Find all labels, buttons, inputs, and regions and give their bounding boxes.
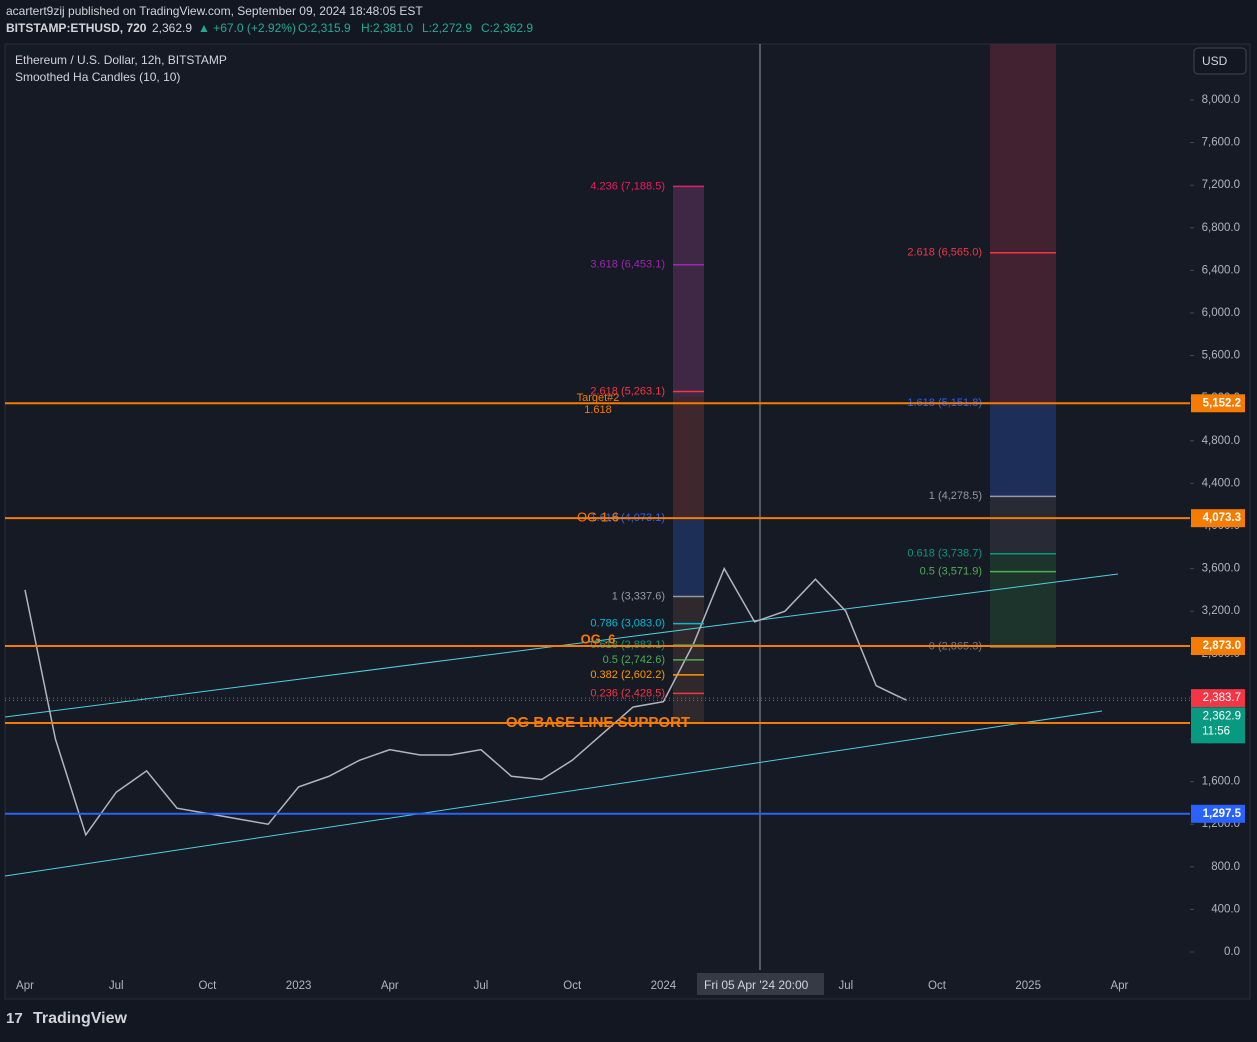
ohlc: O:2,315.9	[298, 21, 351, 35]
fib-label: 2.618 (5,263.1)	[590, 385, 665, 397]
level-label-bg	[1191, 394, 1245, 413]
chart-title: Ethereum / U.S. Dollar, 12h, BITSTAMP	[15, 53, 227, 67]
price-line	[24, 566, 907, 837]
annotation: OG BASE LINE SUPPORT	[506, 714, 690, 731]
fib-zone	[990, 497, 1056, 555]
y-tick-label: 1,600.0	[1202, 776, 1240, 788]
fib-zone	[673, 397, 704, 517]
ohlc: H:2,381.0	[361, 21, 413, 35]
fib-label: 1 (4,278.5)	[929, 490, 982, 502]
logo: TradingView	[33, 1010, 128, 1027]
x-tick-label: Jul	[109, 980, 124, 992]
x-tick-label: Oct	[928, 980, 947, 992]
currency[interactable]: USD	[1202, 54, 1228, 68]
price-label: 2,362.9	[1203, 710, 1241, 722]
change: ▲ +67.0 (+2.92%)	[198, 21, 296, 35]
fib-label: 2.618 (6,565.0)	[907, 247, 982, 259]
level-label: 2,873.0	[1203, 640, 1241, 652]
crosshair-label: Fri 05 Apr '24 20:00	[704, 978, 809, 992]
x-tick-label: Jul	[838, 980, 853, 992]
y-tick-label: 7,200.0	[1202, 179, 1240, 191]
fib-label: 3.618 (6,453.1)	[590, 259, 665, 271]
fib-label: 0.5 (3,571.9)	[920, 565, 982, 577]
fib-label: 4.236 (7,188.5)	[590, 180, 665, 192]
y-tick-label: 5,600.0	[1202, 350, 1240, 362]
y-tick-label: 400.0	[1211, 903, 1240, 915]
level-label-bg	[1191, 509, 1245, 528]
fib-label: 0.5 (2,742.6)	[603, 654, 665, 666]
x-tick-label: Apr	[381, 980, 399, 992]
y-tick-label: 800.0	[1211, 861, 1240, 873]
fib-zone	[673, 187, 704, 397]
logo-icon: 17	[6, 1010, 23, 1027]
last: 2,362.9	[152, 21, 192, 35]
level-label: 1,297.5	[1203, 808, 1242, 820]
fib-label: 0.786 (3,083.0)	[590, 618, 665, 630]
fib-label: 0.618 (2,883.1)	[590, 639, 665, 651]
ohlc: L:2,272.9	[422, 21, 472, 35]
x-tick-label: 2023	[286, 980, 312, 992]
crosshair-label-bg	[697, 973, 824, 995]
y-tick-label: 3,600.0	[1202, 563, 1240, 575]
x-tick-label: 2025	[1015, 980, 1041, 992]
level-label-bg	[1191, 637, 1245, 656]
y-tick-label: 8,000.0	[1202, 94, 1240, 106]
y-tick-label: 6,400.0	[1202, 264, 1240, 276]
fib-zone	[673, 517, 704, 597]
x-tick-label: Apr	[1110, 980, 1128, 992]
annotation: Target#2	[577, 392, 620, 404]
annotation: OG .6	[581, 631, 616, 646]
price-label: 2,383.7	[1203, 692, 1241, 704]
x-tick-label: Oct	[198, 980, 217, 992]
price-label-bg	[1191, 689, 1245, 708]
ohlc: C:2,362.9	[481, 21, 533, 35]
level-label: 4,073.3	[1203, 512, 1241, 524]
level-label: 5,152.2	[1203, 397, 1241, 409]
x-tick-label: Oct	[563, 980, 582, 992]
fib-zone	[990, 44, 1056, 404]
fib-label: 0.618 (3,738.7)	[907, 548, 982, 560]
indicator: Smoothed Ha Candles (10, 10)	[15, 70, 180, 84]
fib-label: 0.236 (2,428.5)	[590, 687, 665, 699]
symbol: BITSTAMP:ETHUSD, 720	[6, 21, 147, 35]
fib-zone	[990, 404, 1056, 497]
y-tick-label: 3,200.0	[1202, 605, 1240, 617]
annotation: OG 1.6	[577, 509, 619, 524]
y-tick-label: 6,800.0	[1202, 222, 1240, 234]
price-label-bg	[1191, 707, 1245, 744]
publisher: acartert9zij published on TradingView.co…	[6, 4, 423, 18]
x-tick-label: 2024	[651, 980, 677, 992]
countdown: 11:56	[1202, 725, 1230, 737]
fib-zone	[990, 555, 1056, 648]
fib-label: 0.382 (2,602.2)	[590, 669, 665, 681]
fib-label: 1 (3,337.6)	[612, 590, 665, 602]
y-tick-label: 7,600.0	[1202, 137, 1240, 149]
currency-button[interactable]	[1193, 47, 1247, 75]
y-tick-label: 6,000.0	[1202, 307, 1240, 319]
annotation: 1.618	[584, 404, 612, 416]
y-tick-label: 4,400.0	[1202, 477, 1240, 489]
x-tick-label: Jul	[474, 980, 489, 992]
y-tick-label: 4,800.0	[1202, 435, 1240, 447]
trend-line	[4, 710, 1103, 877]
x-tick-label: Apr	[16, 980, 34, 992]
y-tick-label: 0.0	[1224, 946, 1240, 958]
level-label-bg	[1191, 804, 1245, 823]
